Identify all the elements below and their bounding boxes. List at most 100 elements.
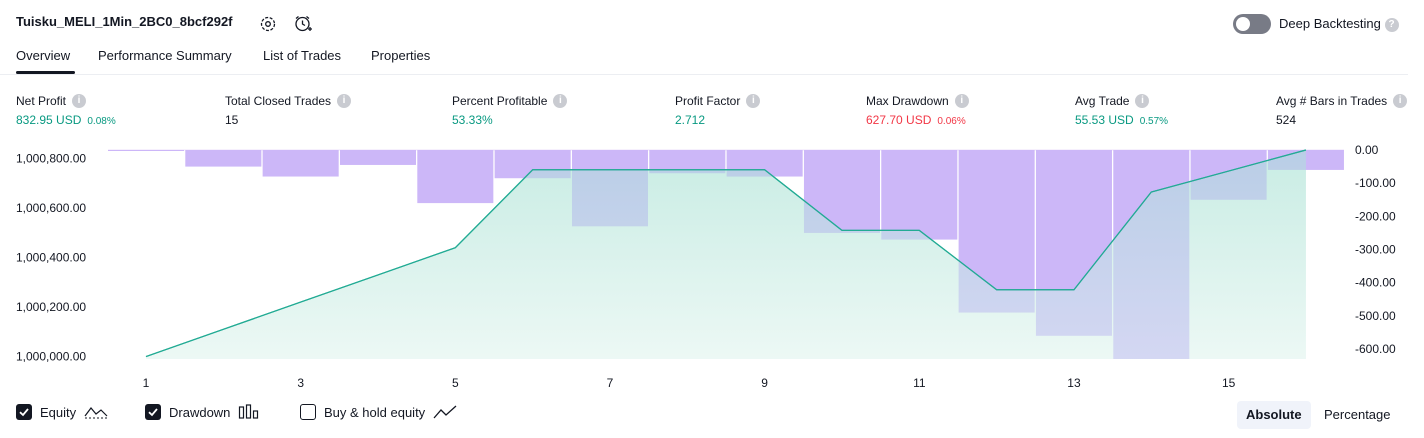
tabs-divider	[0, 74, 1408, 75]
info-icon[interactable]: i	[1393, 94, 1408, 108]
metric-label: Max Drawdown	[866, 94, 949, 108]
percentage-button[interactable]: Percentage	[1324, 407, 1391, 422]
metric-value: 627.70 USD	[866, 113, 932, 127]
alert-clock-icon[interactable]	[293, 14, 312, 32]
y-right-tick-label: -300.00	[1355, 243, 1396, 257]
tab-bar: Overview Performance Summary List of Tra…	[16, 48, 616, 74]
y-left-tick-label: 1,000,000.00	[16, 350, 86, 364]
info-icon[interactable]: i	[1135, 94, 1150, 108]
metric-label: Percent Profitable	[452, 94, 548, 108]
drawdown-bar	[417, 150, 494, 204]
toggle-knob	[1236, 17, 1250, 31]
metric-label: Avg # Bars in Trades	[1276, 94, 1388, 108]
drawdown-bar-overlay	[262, 150, 339, 177]
info-icon[interactable]: i	[954, 94, 969, 108]
equity-area	[108, 149, 1344, 359]
x-tick-label: 11	[913, 376, 926, 390]
x-tick-label: 5	[452, 376, 459, 390]
absolute-button[interactable]: Absolute	[1237, 401, 1311, 429]
metric-value: 15	[225, 113, 239, 127]
metric-value: 53.33%	[452, 113, 493, 127]
legend-equity[interactable]: Equity	[16, 404, 108, 420]
equity-area-fill	[146, 150, 1306, 359]
metric-value: 524	[1276, 113, 1297, 127]
drawdown-bar-overlay	[108, 150, 184, 151]
tab-performance-summary[interactable]: Performance Summary	[98, 48, 232, 63]
drawdown-bar	[881, 150, 958, 240]
checkbox-checked-icon[interactable]	[145, 404, 161, 420]
equity-series-icon	[84, 407, 108, 419]
x-tick-label: 15	[1222, 376, 1236, 390]
drawdown-bar-overlay	[726, 150, 803, 177]
metric-percent: 0.08%	[87, 116, 116, 127]
legend-buy-hold-label: Buy & hold equity	[324, 404, 426, 420]
drawdown-bar-overlay	[958, 150, 1035, 313]
drawdown-bar-overlay	[1035, 150, 1112, 336]
y-right-tick-label: -100.00	[1355, 176, 1396, 190]
drawdown-bar	[108, 150, 184, 151]
y-right-tick-label: -600.00	[1355, 342, 1396, 356]
drawdown-bar-overlay	[803, 150, 880, 233]
drawdown-bar-overlay	[494, 150, 571, 179]
settings-icon[interactable]	[259, 15, 277, 33]
checkbox-checked-icon[interactable]	[16, 404, 32, 420]
metric-percent: 0.57%	[1139, 116, 1169, 127]
active-tab-indicator	[16, 71, 75, 74]
metric-net-profit: Net Profit i 832.95 USD 0.08%	[16, 94, 116, 127]
metric-max-drawdown: Max Drawdown i 627.70 USD 0.06%	[866, 94, 969, 127]
legend-equity-label: Equity	[40, 404, 77, 420]
drawdown-bar	[649, 150, 726, 174]
x-tick-label: 1	[143, 376, 150, 390]
drawdown-bar-overlay	[1113, 150, 1190, 359]
metric-profit-factor: Profit Factor i 2.712	[675, 94, 761, 127]
metric-avg-bars: Avg # Bars in Trades i 524	[1276, 94, 1408, 127]
tab-list-of-trades[interactable]: List of Trades	[263, 48, 342, 63]
legend-drawdown[interactable]: Drawdown	[145, 404, 260, 420]
checkbox-unchecked-icon[interactable]	[300, 404, 316, 420]
strategy-title: Tuisku_MELI_1Min_2BC0_8bcf292f	[16, 14, 233, 29]
metric-label: Profit Factor	[675, 94, 741, 108]
tab-properties[interactable]: Properties	[371, 48, 431, 63]
metric-value: 832.95 USD	[16, 113, 82, 127]
legend-buy-hold[interactable]: Buy & hold equity	[300, 404, 457, 420]
y-left-tick-label: 1,000,800.00	[16, 152, 86, 166]
deep-backtesting-text: Deep Backtesting	[1279, 16, 1381, 31]
equity-drawdown-chart: 1,000,000.00 1,000,200.00 1,000,400.00 1,00…	[16, 143, 1396, 390]
drawdown-bar-overlay	[339, 150, 416, 165]
drawdown-bar-overlay	[649, 150, 726, 174]
x-tick-label: 13	[1067, 376, 1081, 390]
axis-labels: 1,000,000.00 1,000,200.00 1,000,400.00 1,00…	[16, 143, 1396, 390]
y-left-tick-label: 1,000,600.00	[16, 201, 86, 215]
y-right-tick-label: -500.00	[1355, 309, 1396, 323]
info-icon[interactable]: i	[337, 94, 352, 108]
metric-label: Total Closed Trades	[225, 94, 332, 108]
drawdown-bars-icon	[239, 404, 259, 419]
deep-backtesting-label: Deep Backtesting ?	[1279, 16, 1399, 32]
x-tick-label: 3	[297, 376, 304, 390]
metric-avg-trade: Avg Trade i 55.53 USD 0.57%	[1075, 94, 1168, 127]
buy-hold-line-icon	[433, 405, 457, 419]
y-right-tick-label: 0.00	[1355, 143, 1379, 157]
metric-percent: 0.06%	[937, 116, 966, 127]
equity-line-top	[145, 149, 1307, 358]
deep-backtesting-toggle[interactable]	[1233, 14, 1271, 34]
drawdown-bar-overlay	[1190, 150, 1267, 200]
metric-value: 55.53 USD	[1075, 113, 1134, 127]
info-icon[interactable]: i	[746, 94, 761, 108]
info-icon[interactable]: i	[72, 94, 87, 108]
drawdown-bar-overlay	[417, 150, 494, 204]
help-icon[interactable]: ?	[1384, 17, 1399, 32]
drawdown-bar	[262, 150, 339, 177]
y-right-tick-label: -200.00	[1355, 209, 1396, 223]
tab-overview[interactable]: Overview	[16, 48, 71, 63]
info-icon[interactable]: i	[553, 94, 568, 108]
metric-label: Avg Trade	[1075, 94, 1130, 108]
metric-percent-profitable: Percent Profitable i 53.33%	[452, 94, 568, 127]
drawdown-bar-overlay	[571, 150, 648, 227]
legend-drawdown-label: Drawdown	[169, 404, 231, 420]
drawdown-bar-overlay	[185, 150, 262, 167]
metric-total-closed-trades: Total Closed Trades i 15	[225, 94, 352, 127]
x-tick-label: 7	[607, 376, 614, 390]
drawdown-bar	[339, 150, 416, 165]
drawdown-bar	[185, 150, 262, 167]
